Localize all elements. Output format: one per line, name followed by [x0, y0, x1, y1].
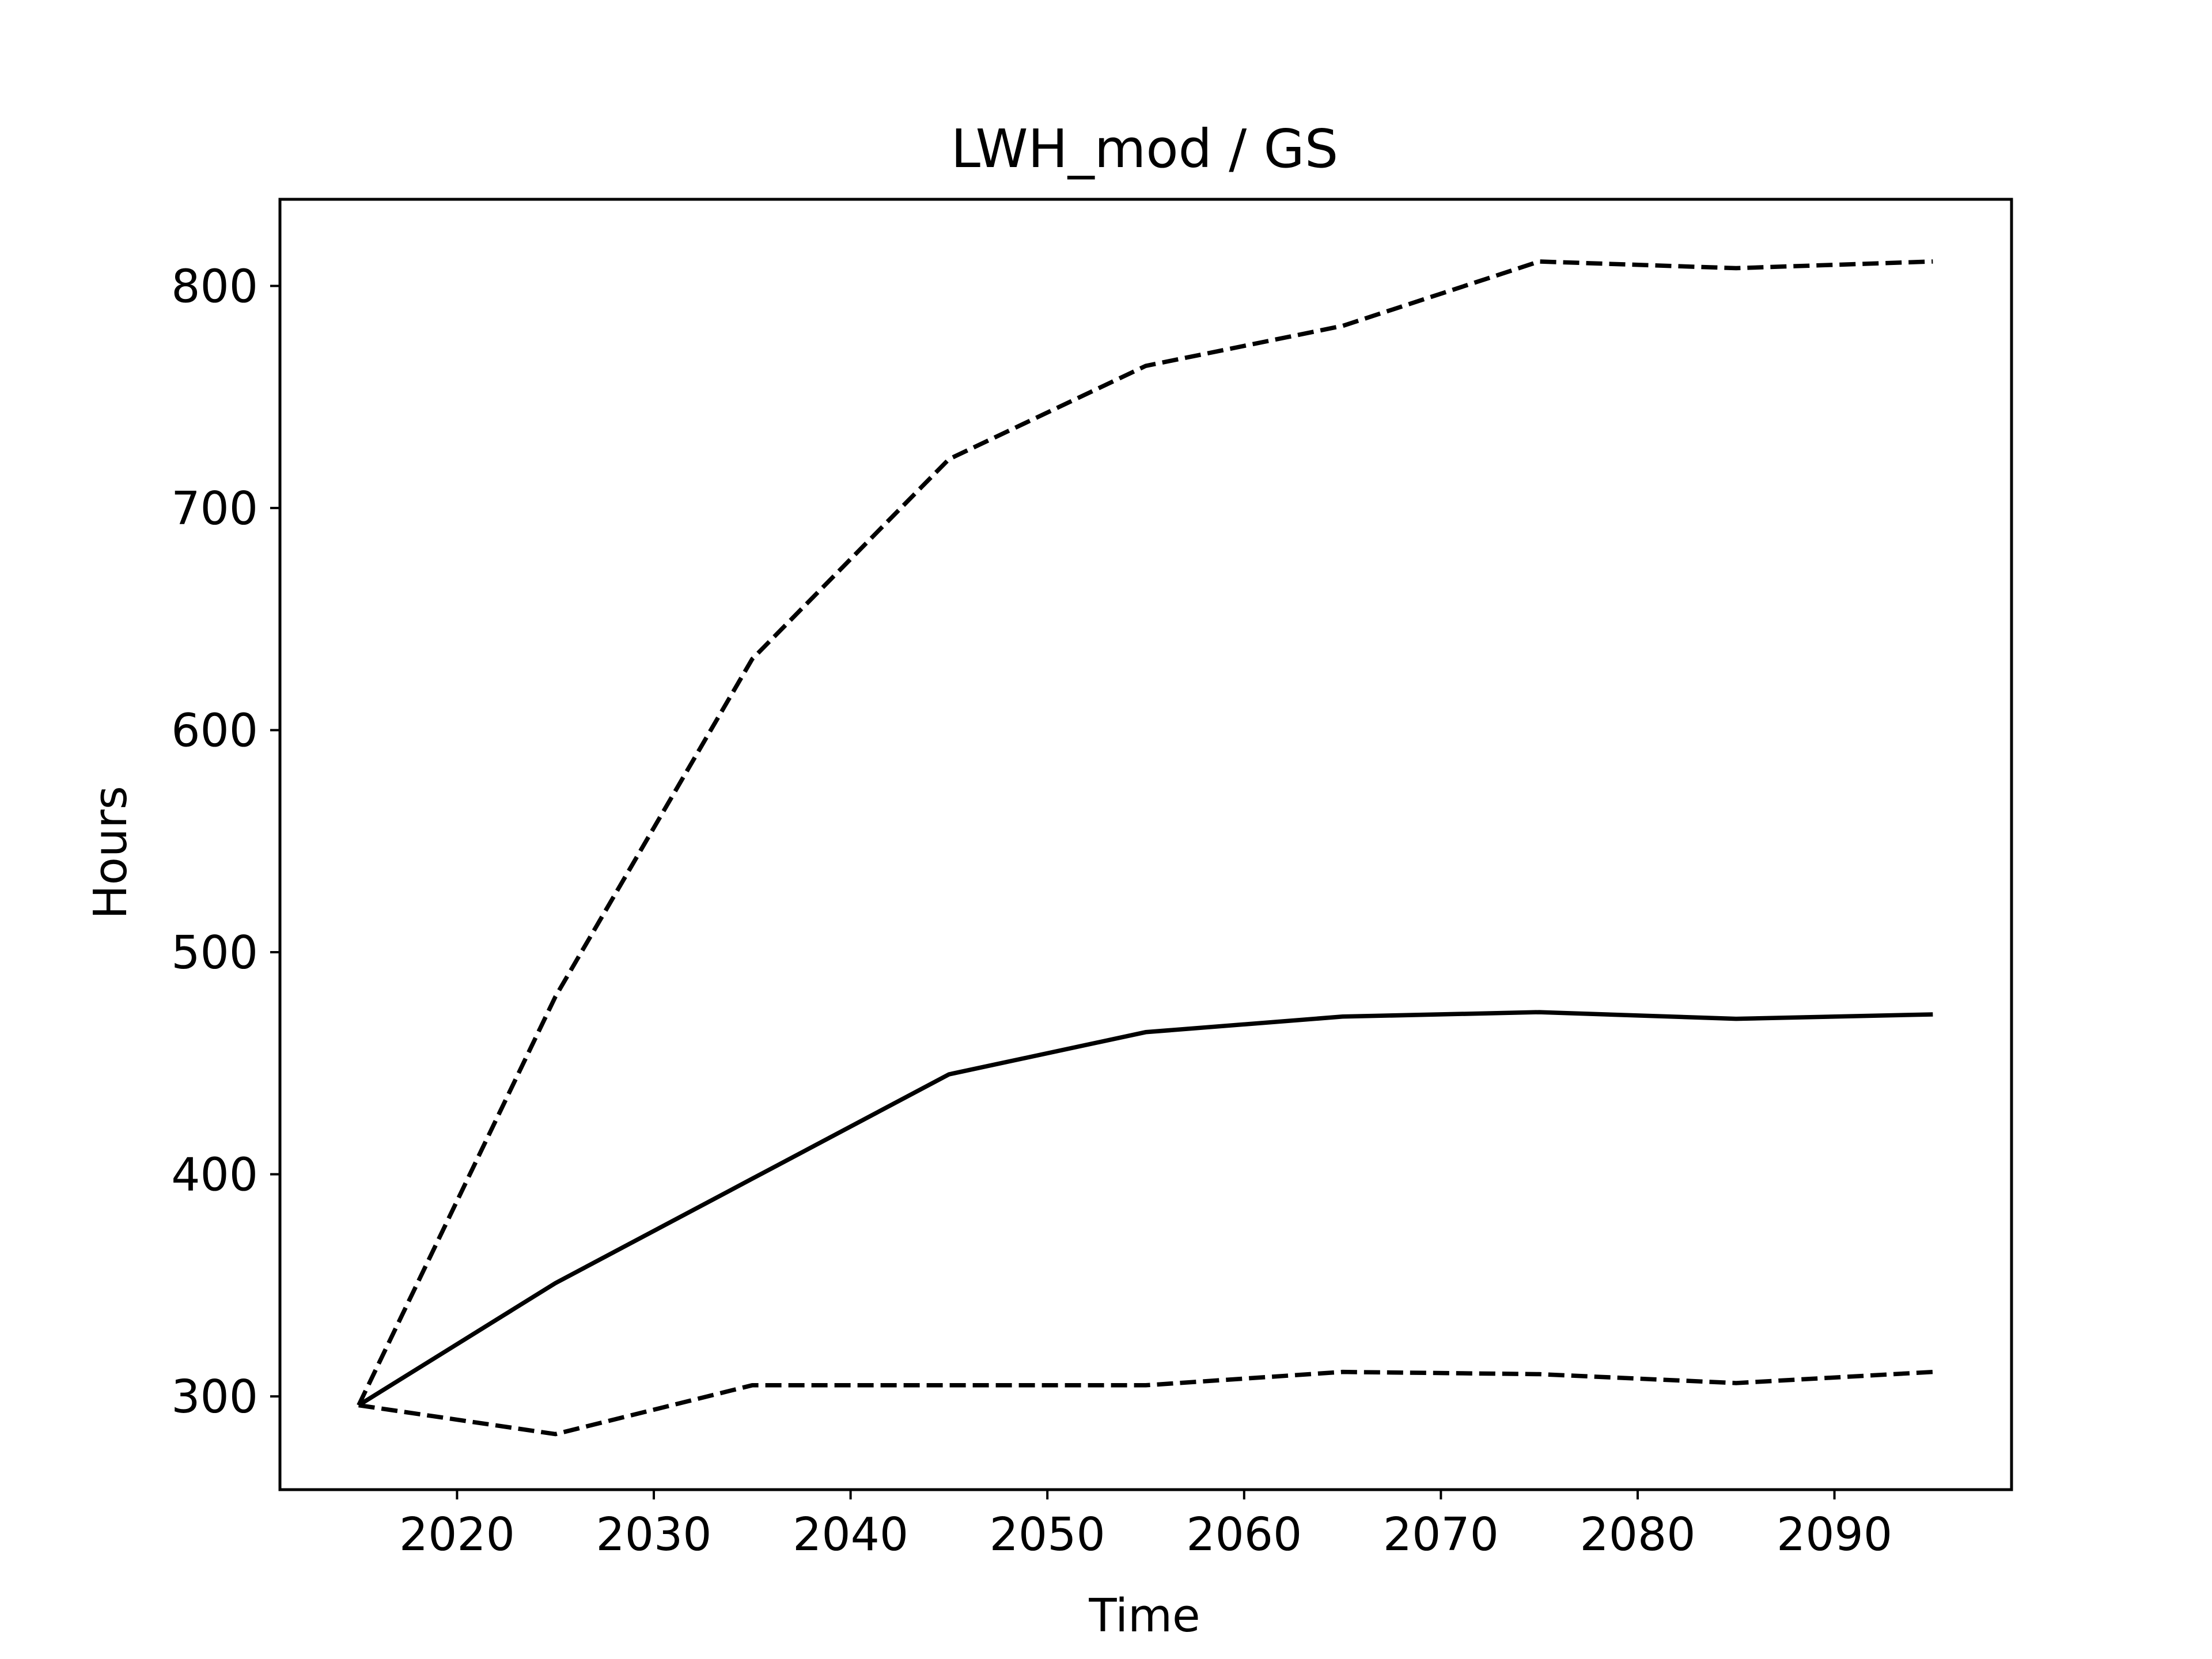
axes-frame [278, 198, 2013, 1491]
x-tick-label: 2030 [596, 1508, 711, 1561]
x-tick-label: 2080 [1580, 1508, 1695, 1561]
series-line-1 [357, 259, 1933, 1407]
y-tick-label: 500 [171, 926, 258, 979]
x-tick-label: 2050 [990, 1508, 1105, 1561]
x-tick-label: 2060 [1186, 1508, 1302, 1561]
y-tick-label: 800 [171, 260, 258, 313]
series-line-0 [357, 1010, 1933, 1407]
x-tick-label: 2040 [793, 1508, 908, 1561]
series-line-2 [358, 1369, 1933, 1437]
y-axis: 300 400 500 600 700 800 [171, 260, 280, 1423]
x-tick-label: 2020 [399, 1508, 515, 1561]
plot-area [357, 259, 1933, 1437]
y-tick-label: 300 [171, 1370, 258, 1423]
chart-title: LWH_mod / GS [951, 118, 1338, 180]
x-axis-label: Time [1088, 1589, 1200, 1642]
y-tick-label: 400 [171, 1149, 258, 1202]
y-tick-label: 700 [171, 482, 258, 535]
y-axis-label: Hours [84, 786, 137, 919]
x-tick-label: 2090 [1777, 1508, 1892, 1561]
x-tick-label: 2070 [1383, 1508, 1499, 1561]
x-axis: 2020 2030 2040 2050 2060 2070 2080 2090 [399, 1490, 1892, 1561]
y-tick-label: 600 [171, 704, 258, 757]
